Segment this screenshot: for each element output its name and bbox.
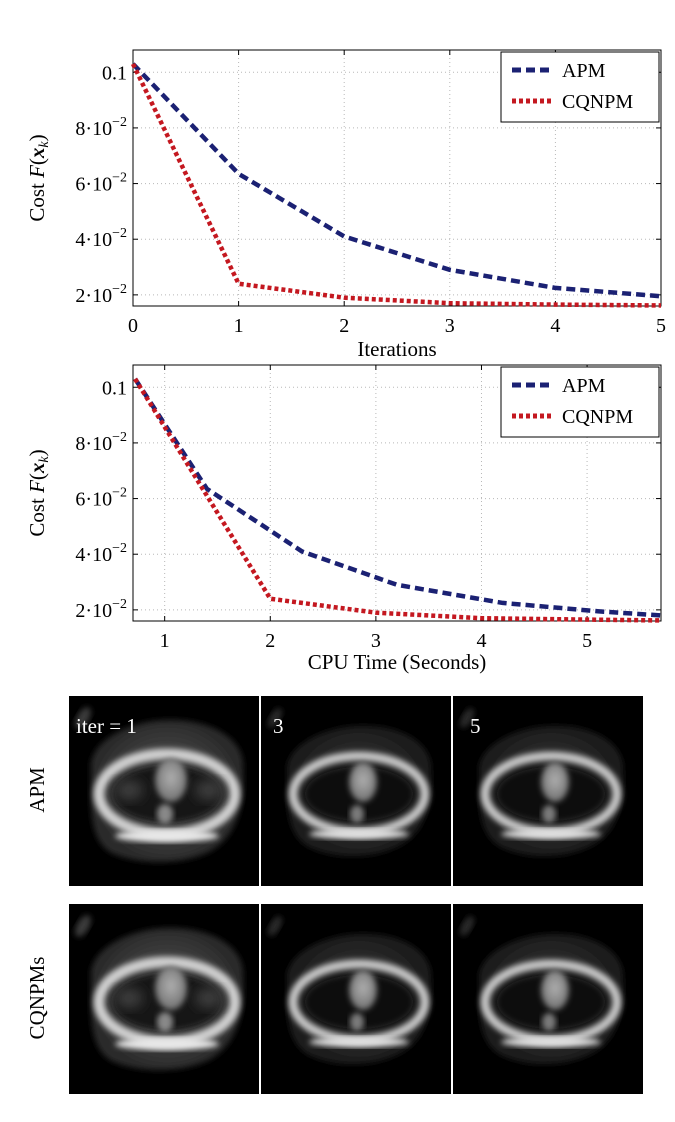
x-tick-label: 4 (476, 630, 486, 652)
x-tick-label: 1 (160, 630, 170, 652)
row-label-apm: APM (25, 767, 49, 813)
y-axis-label: Cost F(xk) (25, 449, 52, 536)
series-lines (130, 62, 662, 308)
plot-frame (132, 364, 662, 622)
legend-apm-label: APM (562, 375, 606, 397)
apm-iter-5-image: 5 (453, 696, 643, 886)
iteration-label: 3 (273, 714, 284, 738)
legend-cqnpm-label: CQNPM (562, 91, 633, 113)
y-tick-label: 0.1 (102, 62, 127, 84)
chart-cpu-time: 1 2 3 4 5 2·10−2 4·10−2 6·10−2 8·10−2 0.1 APM CQ… (25, 364, 662, 674)
x-ticks: 0 1 2 3 4 5 (128, 50, 666, 337)
legend-apm-label: APM (562, 60, 606, 82)
x-tick-label: 5 (656, 315, 666, 337)
x-tick-label: 5 (582, 630, 592, 652)
x-tick-label: 4 (550, 315, 560, 337)
legend-box (500, 366, 660, 438)
y-tick-label: 6·10−2 (75, 486, 127, 511)
series-line-apm (133, 377, 662, 618)
y-tick-label: 4·10−2 (75, 226, 127, 251)
series-line-apm (131, 62, 662, 299)
iteration-label: iter = 1 (76, 714, 137, 738)
x-axis-label: Iterations (357, 337, 436, 361)
y-tick-label: 6·10−2 (75, 171, 127, 196)
chart-iterations: 0 1 2 3 4 5 2·10−2 4·10−2 6·10−2 8·10−2 0.1 APM C… (25, 49, 666, 361)
row-label-cqnpms: CQNPMs (25, 957, 49, 1040)
y-tick-label: 2·10−2 (75, 282, 127, 307)
x-tick-label: 1 (234, 315, 244, 337)
y-tick-label: 0.1 (102, 377, 127, 399)
y-tick-label: 8·10−2 (75, 430, 127, 455)
y-ticks: 2·10−2 4·10−2 6·10−2 8·10−2 0.1 (75, 62, 661, 307)
x-tick-label: 3 (371, 630, 381, 652)
y-tick-label: 4·10−2 (75, 541, 127, 566)
x-tick-label: 0 (128, 315, 138, 337)
plot-frame (132, 49, 662, 307)
apm-iter-1-image: iter = 1 (69, 696, 259, 886)
reconstruction-grid: APM CQNPMs iter = 1 3 5 (25, 696, 643, 1094)
x-tick-label: 2 (339, 315, 349, 337)
series-lines (133, 377, 662, 623)
x-tick-label: 2 (265, 630, 275, 652)
cqnpm-iter-1-image (69, 904, 259, 1094)
series-line-cqnpm (130, 62, 662, 308)
cqnpm-iter-3-image (261, 904, 451, 1094)
cqnpm-iter-5-image (453, 904, 643, 1094)
x-tick-label: 3 (445, 315, 455, 337)
legend-box (500, 51, 660, 123)
y-ticks: 2·10−2 4·10−2 6·10−2 8·10−2 0.1 (75, 377, 661, 622)
legend: APM CQNPM (500, 51, 660, 123)
y-tick-label: 8·10−2 (75, 115, 127, 140)
y-axis-label: Cost F(xk) (25, 134, 52, 221)
legend: APM CQNPM (500, 366, 660, 438)
series-line-cqnpm (133, 377, 662, 623)
legend-cqnpm-label: CQNPM (562, 406, 633, 428)
apm-iter-3-image: 3 (261, 696, 451, 886)
x-axis-label: CPU Time (Seconds) (308, 650, 487, 674)
iteration-label: 5 (470, 714, 481, 738)
y-tick-label: 2·10−2 (75, 597, 127, 622)
